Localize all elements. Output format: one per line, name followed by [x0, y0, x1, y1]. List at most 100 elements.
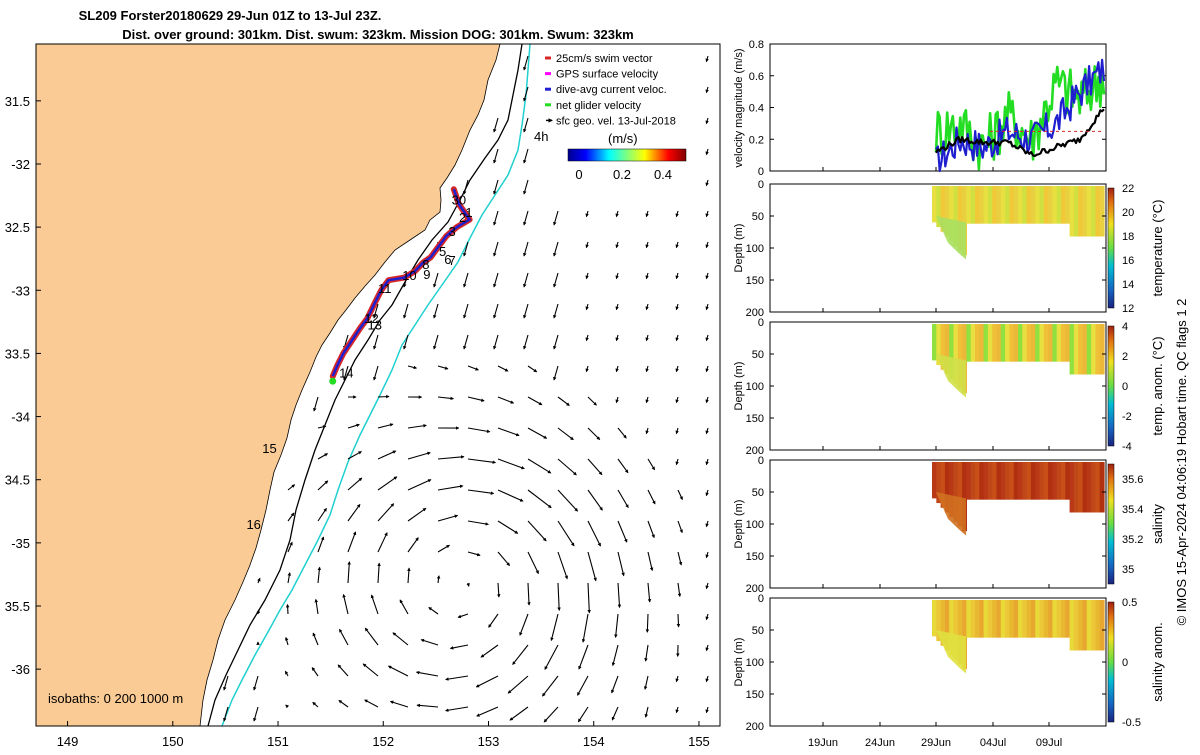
section-cell — [975, 600, 980, 638]
section-cell — [1031, 462, 1036, 500]
day-marker-label: 11 — [378, 281, 392, 296]
section-cell — [1057, 600, 1062, 638]
section-y-tick-label: 50 — [752, 625, 764, 637]
section-y-tick-label: 150 — [746, 275, 764, 287]
section-cell — [1078, 186, 1083, 236]
section-cell — [1065, 600, 1070, 638]
map-x-tick-label: 151 — [267, 734, 289, 749]
section-cell — [1005, 186, 1010, 224]
section-cell — [1044, 462, 1049, 500]
section-cell — [932, 186, 937, 222]
section-colorbar-tick: 18 — [1122, 231, 1134, 243]
section-colorbar-tick: 4 — [1122, 321, 1128, 333]
section-cell — [1061, 186, 1066, 224]
section-cell — [1048, 324, 1053, 362]
day-marker-label: 15 — [262, 441, 276, 456]
section-cell — [1100, 186, 1105, 236]
map-y-tick-label: 35.5 — [5, 599, 30, 614]
map-x-tick-label: 154 — [583, 734, 605, 749]
time-tick-label: 29Jun — [921, 737, 951, 749]
day-marker-label: 9 — [423, 267, 430, 282]
section-ylabel: Depth (m) — [733, 362, 745, 411]
day-marker-label: 14 — [339, 365, 353, 380]
section-cell — [1009, 324, 1014, 362]
section-cell — [1014, 324, 1019, 362]
day-marker-label: 10 — [402, 268, 416, 283]
map-colorbar-tick-2: 0.4 — [654, 167, 672, 182]
section-cell — [979, 462, 984, 500]
section-colorbar-tick: 0 — [1122, 657, 1128, 669]
section-colorbar-tick: 12 — [1122, 303, 1134, 315]
day-marker-label: 13 — [367, 317, 381, 332]
section-colorbar-label: salinity — [1150, 504, 1165, 544]
section-cell — [1027, 600, 1032, 638]
section-colorbar-label: temperature (°C) — [1150, 200, 1165, 297]
map-x-tick-label: 152 — [372, 734, 394, 749]
section-cell — [1018, 186, 1023, 224]
section-cell — [966, 600, 971, 638]
section-cell — [1035, 186, 1040, 224]
map-x-tick-label: 155 — [688, 734, 710, 749]
section-cell — [971, 600, 976, 638]
section-cell — [1001, 600, 1006, 638]
velocity-vector — [678, 614, 679, 627]
section-cell — [988, 324, 993, 362]
section-cell — [932, 324, 937, 360]
map-y-tick-label: -35 — [11, 536, 30, 551]
section-cell — [1048, 186, 1053, 224]
section-cell — [1018, 600, 1023, 638]
section-cell — [1014, 600, 1019, 638]
section-cell — [984, 462, 989, 500]
section-colorbar — [1108, 464, 1114, 584]
section-cell — [979, 600, 984, 638]
map-y-tick-label: 34.5 — [5, 473, 30, 488]
section-cell — [1027, 186, 1032, 224]
section-cell — [1052, 324, 1057, 362]
section-cell — [1014, 186, 1019, 224]
section-cell — [1095, 186, 1100, 236]
section-cell — [1027, 462, 1032, 500]
time-tick-label: 24Jun — [865, 737, 895, 749]
day-marker-label: 16 — [246, 517, 260, 532]
section-cell — [1057, 462, 1062, 500]
section-colorbar-tick: -0.5 — [1122, 717, 1141, 729]
section-cell — [1078, 462, 1083, 512]
map-x-tick-label: 150 — [162, 734, 184, 749]
section-cell — [1057, 324, 1062, 362]
map-y-tick-label: -36 — [11, 662, 30, 677]
section-cell — [1001, 462, 1006, 500]
section-cell — [966, 462, 971, 500]
section-cell — [1018, 324, 1023, 362]
section-colorbar-tick: 20 — [1122, 207, 1134, 219]
section-cell — [984, 324, 989, 362]
section-colorbar-tick: -4 — [1122, 441, 1132, 453]
section-cell — [966, 324, 971, 362]
section-cell — [1005, 324, 1010, 362]
section-cell — [1018, 462, 1023, 500]
section-cell — [979, 186, 984, 224]
section-colorbar — [1108, 602, 1114, 722]
section-colorbar-tick: 35.6 — [1122, 474, 1143, 486]
time-tick-label: 04Jul — [980, 737, 1006, 749]
section-cell — [992, 462, 997, 500]
section-cell — [1052, 600, 1057, 638]
section-cell — [1001, 324, 1006, 362]
section-cell — [971, 462, 976, 500]
velocity-y-tick-label: 0.6 — [749, 71, 764, 83]
section-cell — [1083, 600, 1088, 650]
section-cell — [1087, 462, 1092, 512]
section-cell — [1027, 324, 1032, 362]
section-cell — [1065, 324, 1070, 362]
section-cell — [1095, 462, 1100, 512]
section-colorbar-tick: 35 — [1122, 564, 1134, 576]
legend-label: dive-avg current veloc. — [556, 84, 667, 96]
section-cell — [1009, 462, 1014, 500]
section-cell — [1022, 324, 1027, 362]
section-colorbar-tick: 0 — [1122, 381, 1128, 393]
section-cell — [1074, 324, 1079, 374]
section-cell — [1044, 186, 1049, 224]
velocity-y-tick-label: 0.2 — [749, 134, 764, 146]
section-cell — [1091, 186, 1096, 236]
